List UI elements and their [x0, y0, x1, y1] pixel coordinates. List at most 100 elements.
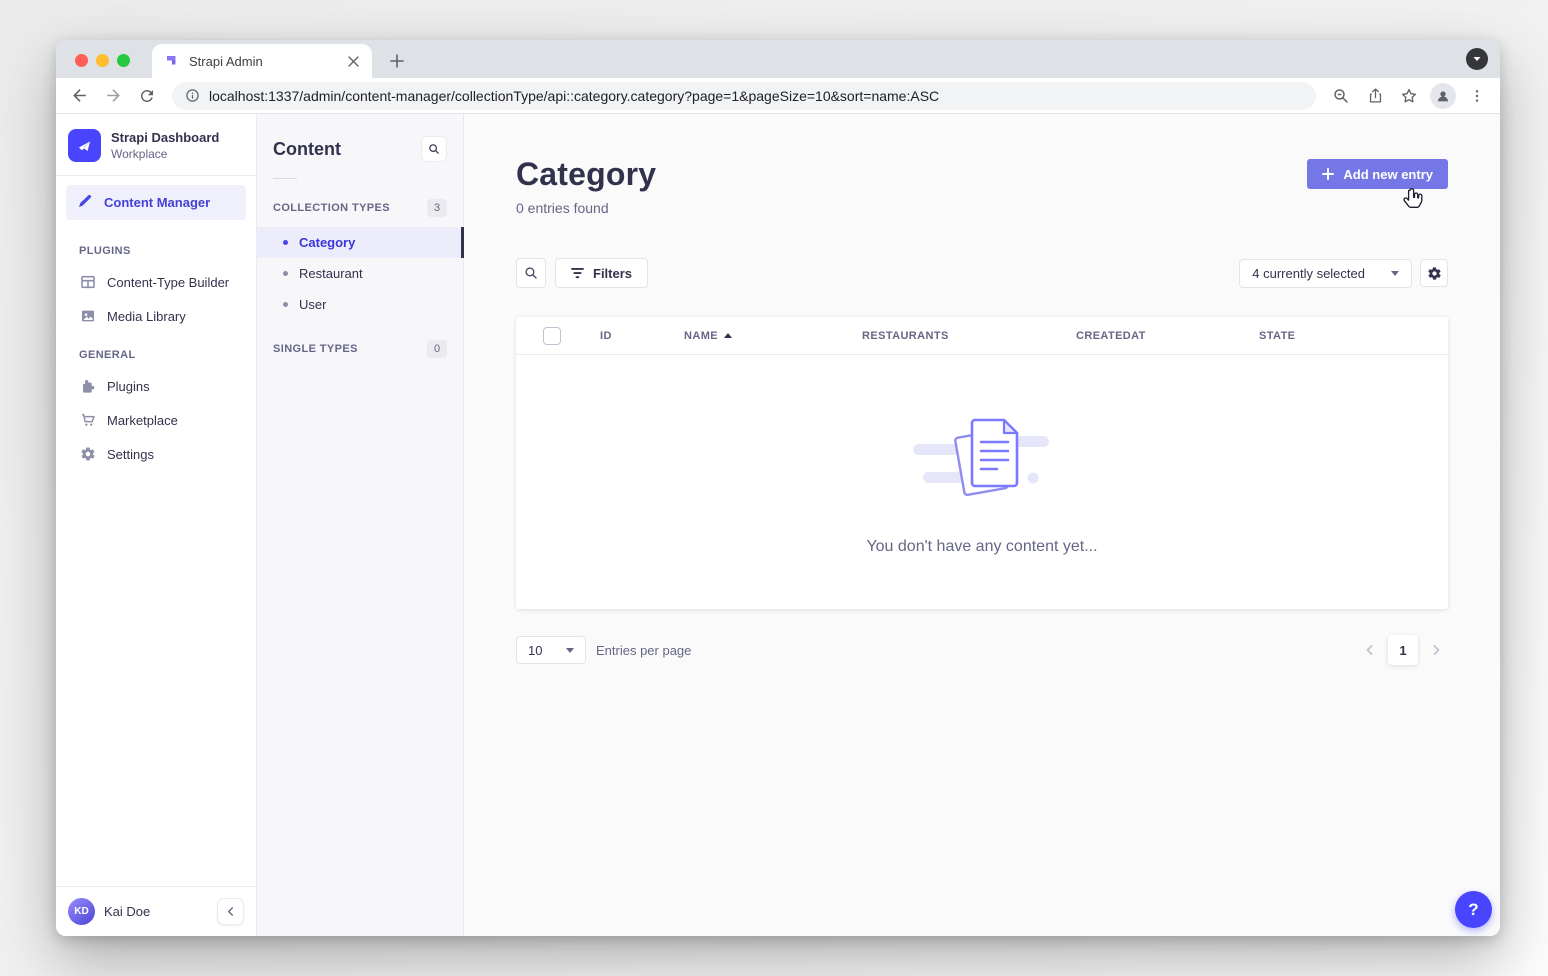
bullet-icon: [283, 271, 288, 276]
add-new-entry-label: Add new entry: [1343, 166, 1433, 182]
tab-search-button[interactable]: [1466, 48, 1488, 70]
new-tab-button[interactable]: [384, 48, 410, 74]
empty-message: You don't have any content yet...: [866, 538, 1098, 555]
add-new-entry-button[interactable]: Add new entry: [1307, 159, 1448, 189]
divider: [56, 175, 256, 176]
plus-icon: [1322, 168, 1335, 180]
cart-icon: [79, 412, 96, 428]
empty-state: You don't have any content yet...: [516, 355, 1448, 609]
subnav-item-label: Restaurant: [299, 266, 363, 281]
page-number-button[interactable]: 1: [1388, 635, 1418, 665]
pagination-row: 10 Entries per page 1: [516, 635, 1448, 665]
column-header-createdat[interactable]: CREATEDAT: [1076, 329, 1146, 342]
window-controls: [75, 54, 130, 67]
content-subnav: Content COLLECTION TYPES 3 Category Rest…: [257, 114, 464, 936]
browser-menu-button[interactable]: [1464, 83, 1490, 109]
bookmark-star-button[interactable]: [1396, 83, 1422, 109]
page-size-value: 10: [528, 642, 543, 658]
subnav-search-button[interactable]: [421, 136, 447, 162]
main-sidebar: Strapi Dashboard Workplace Content Manag…: [56, 114, 257, 936]
puzzle-icon: [79, 378, 96, 394]
zoom-indicator-button[interactable]: [1328, 83, 1354, 109]
column-header-id[interactable]: ID: [600, 329, 612, 342]
subnav-item-user[interactable]: User: [257, 289, 463, 320]
subnav-item-category[interactable]: Category: [257, 227, 464, 258]
close-window-button[interactable]: [75, 54, 88, 67]
sidebar-item-label: Media Library: [107, 308, 186, 324]
sidebar-user: KD Kai Doe: [56, 886, 256, 936]
search-icon: [429, 144, 439, 154]
share-button[interactable]: [1362, 83, 1388, 109]
column-header-state[interactable]: STATE: [1259, 329, 1296, 342]
filter-icon: [571, 267, 584, 278]
maximize-window-button[interactable]: [117, 54, 130, 67]
sidebar-section-plugins: PLUGINS: [79, 245, 131, 257]
sidebar-item-label: Content Manager: [104, 195, 211, 210]
columns-dropdown[interactable]: 4 currently selected: [1239, 258, 1412, 288]
page-title: Category: [516, 156, 657, 192]
sidebar-item-label: Plugins: [107, 378, 150, 394]
minimize-window-button[interactable]: [96, 54, 109, 67]
subnav-item-label: User: [299, 297, 327, 312]
help-button[interactable]: ?: [1455, 891, 1492, 928]
view-settings-button[interactable]: [1420, 259, 1448, 287]
single-types-count-badge: 0: [427, 340, 447, 358]
layout-icon: [79, 274, 96, 290]
column-header-name[interactable]: NAME: [684, 330, 862, 342]
table-search-button[interactable]: [516, 258, 546, 288]
sidebar-item-plugins[interactable]: Plugins: [56, 369, 256, 403]
subnav-item-label: Category: [299, 235, 356, 250]
bullet-icon: [283, 240, 288, 245]
user-name: Kai Doe: [104, 904, 151, 919]
edit-pen-icon: [77, 193, 93, 212]
browser-tab[interactable]: Strapi Admin: [152, 44, 372, 78]
single-types-header: SINGLE TYPES 0: [257, 330, 463, 368]
sidebar-item-settings[interactable]: Settings: [56, 437, 256, 471]
chevron-left-icon: [1366, 645, 1373, 655]
column-header-restaurants[interactable]: RESTAURANTS: [862, 329, 949, 342]
chevron-left-icon: [227, 907, 234, 916]
subnav-item-restaurant[interactable]: Restaurant: [257, 258, 463, 289]
sidebar-item-label: Settings: [107, 446, 154, 462]
workspace-title: Strapi Dashboard: [111, 130, 220, 146]
image-icon: [79, 308, 96, 324]
search-icon: [525, 267, 537, 279]
sidebar-item-label: Content-Type Builder: [107, 274, 230, 290]
tab-close-icon[interactable]: [345, 53, 362, 70]
collection-types-label: COLLECTION TYPES: [273, 202, 391, 214]
browser-window: Strapi Admin localhost:1337/admin/: [56, 40, 1500, 936]
select-all-checkbox[interactable]: [543, 326, 561, 345]
sidebar-item-media-library[interactable]: Media Library: [56, 299, 256, 333]
empty-documents-illustration: [913, 418, 1049, 497]
active-indicator: [461, 227, 464, 258]
sidebar-item-marketplace[interactable]: Marketplace: [56, 403, 256, 437]
sidebar-item-content-manager[interactable]: Content Manager: [66, 185, 246, 220]
entries-per-page-label: Entries per page: [596, 642, 692, 658]
forward-button[interactable]: [100, 83, 126, 109]
workspace-subtitle: Workplace: [111, 146, 168, 161]
address-bar[interactable]: localhost:1337/admin/content-manager/col…: [172, 81, 1316, 110]
user-avatar[interactable]: KD: [68, 898, 95, 925]
reload-button[interactable]: [134, 83, 160, 109]
collapse-sidebar-button[interactable]: [217, 898, 244, 925]
entries-count: 0 entries found: [516, 200, 609, 216]
collection-types-header: COLLECTION TYPES 3: [257, 189, 463, 227]
filters-button[interactable]: Filters: [555, 258, 649, 288]
page-size-select[interactable]: 10: [516, 636, 586, 664]
chevron-down-icon: [566, 647, 574, 653]
sort-ascending-icon: [724, 333, 732, 338]
site-info-icon[interactable]: [185, 88, 200, 103]
chevron-down-icon: [1391, 270, 1399, 276]
strapi-admin-app: Strapi Dashboard Workplace Content Manag…: [56, 114, 1500, 936]
next-page-button[interactable]: [1424, 638, 1448, 662]
back-button[interactable]: [66, 83, 92, 109]
gear-icon: [1427, 266, 1441, 280]
browser-profile-button[interactable]: [1430, 82, 1456, 109]
single-types-label: SINGLE TYPES: [273, 343, 358, 355]
tab-title: Strapi Admin: [189, 53, 263, 69]
previous-page-button[interactable]: [1358, 638, 1382, 662]
subnav-title: Content: [273, 138, 341, 159]
sidebar-item-content-type-builder[interactable]: Content-Type Builder: [56, 265, 256, 299]
sidebar-item-label: Marketplace: [107, 412, 178, 428]
collection-types-count-badge: 3: [427, 199, 447, 217]
